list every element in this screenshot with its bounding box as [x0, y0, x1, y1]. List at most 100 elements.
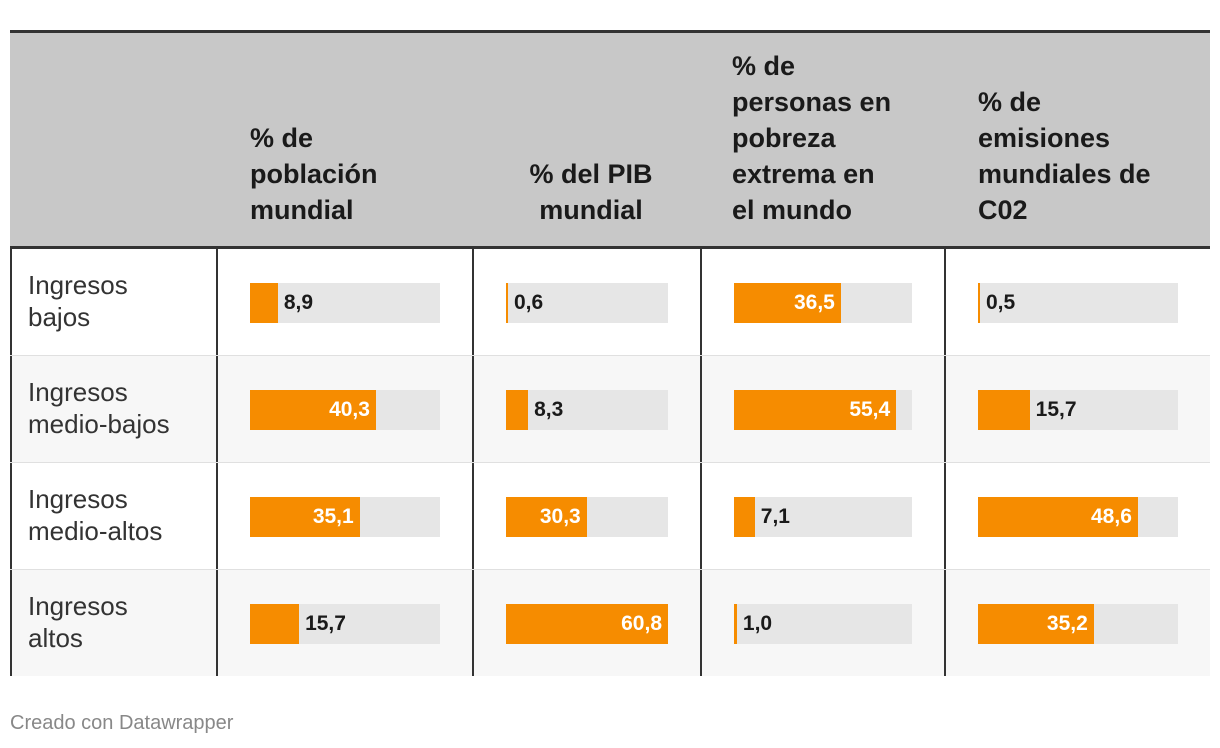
- bar-value-label: 35,2: [1046, 612, 1088, 635]
- bar: [734, 604, 737, 644]
- row-label-line: medio-altos: [28, 516, 163, 546]
- header-emisiones: % de emisiones mundiales de C02: [978, 84, 1198, 228]
- bar: [250, 497, 360, 537]
- bar: [734, 390, 897, 430]
- row-label-line: Ingresos: [28, 377, 128, 407]
- bar-track: 8,3: [506, 390, 668, 430]
- table-row: Ingresos bajos 8,9 0,6 36,5 0,5: [10, 249, 1210, 355]
- bar-value-label: 48,6: [1091, 505, 1132, 528]
- bar-value-label: 40,3: [329, 398, 370, 421]
- bar-track: 8,9: [250, 283, 440, 323]
- bar-value-label: 60,8: [621, 612, 662, 635]
- bar-value-label: 36,5: [793, 291, 835, 314]
- bar-value-label: 15,7: [305, 612, 346, 635]
- header-line: el mundo: [732, 195, 852, 225]
- bar-track: 35,2: [978, 604, 1178, 644]
- table-body: Ingresos bajos 8,9 0,6 36,5 0,5 Ingresos medio-…: [10, 249, 1210, 676]
- header-line: mundiales de: [978, 159, 1151, 189]
- column-divider: [216, 249, 218, 355]
- bar-track: 55,4: [734, 390, 912, 430]
- row-label-line: Ingresos: [28, 270, 128, 300]
- bar-track: 15,7: [250, 604, 440, 644]
- header-poblacion: % de población mundial: [250, 120, 450, 228]
- header-line: emisiones: [978, 123, 1111, 153]
- table-row: Ingresos medio-bajos 40,3 8,3 55,4 15,7: [10, 355, 1210, 462]
- comparison-table: % de población mundial % del PIB mundial % …: [10, 30, 1210, 676]
- bar-track: 0,5: [978, 283, 1178, 323]
- row-label-line: medio-bajos: [28, 409, 170, 439]
- column-divider: [216, 463, 218, 569]
- header-pib: % del PIB mundial: [506, 156, 676, 228]
- row-label: Ingresos bajos: [28, 269, 208, 333]
- header-line: pobreza: [732, 123, 836, 153]
- column-divider: [944, 463, 946, 569]
- bar: [250, 604, 300, 644]
- bar-track: 0,6: [506, 283, 668, 323]
- table-top-rule: [10, 30, 1210, 33]
- bar-value-label: 0,6: [514, 291, 544, 314]
- column-divider: [944, 356, 946, 462]
- table-header: % de población mundial % del PIB mundial % …: [10, 33, 1210, 249]
- bar-track: 7,1: [734, 497, 912, 537]
- column-divider: [10, 249, 12, 355]
- column-divider: [472, 249, 474, 355]
- bar-value-label: 35,1: [312, 505, 354, 528]
- header-line: C02: [978, 195, 1028, 225]
- bar-value-label: 55,4: [849, 398, 891, 421]
- column-divider: [472, 356, 474, 462]
- bar: [978, 390, 1030, 430]
- column-divider: [700, 463, 702, 569]
- bar-track: 48,6: [978, 497, 1178, 537]
- bar-value-label: 30,3: [539, 505, 581, 528]
- table-row: Ingresos medio-altos 35,1 30,3 7,1 48,6: [10, 462, 1210, 569]
- column-divider: [944, 249, 946, 355]
- column-divider: [700, 570, 702, 676]
- row-label-line: Ingresos: [28, 484, 128, 514]
- column-divider: [700, 356, 702, 462]
- table-row: Ingresos altos 15,7 60,8 1,0 35,2: [10, 569, 1210, 676]
- row-label: Ingresos altos: [28, 590, 208, 654]
- column-divider: [216, 570, 218, 676]
- header-line: % del PIB: [529, 159, 653, 189]
- header-line: extrema en: [732, 159, 875, 189]
- bar-track: 36,5: [734, 283, 912, 323]
- row-label-line: Ingresos: [28, 591, 128, 621]
- row-label-line: bajos: [28, 302, 91, 332]
- column-divider: [472, 463, 474, 569]
- bar: [250, 390, 376, 430]
- bar-value-label: 8,9: [283, 291, 314, 314]
- column-divider: [216, 356, 218, 462]
- bar-value-label: 8,3: [534, 398, 564, 421]
- row-label: Ingresos medio-bajos: [28, 376, 208, 440]
- bar: [506, 390, 529, 430]
- bar-track: 40,3: [250, 390, 440, 430]
- column-divider: [10, 570, 12, 676]
- bar-value-label: 7,1: [760, 505, 790, 528]
- bar-track: 60,8: [506, 604, 668, 644]
- header-pobreza: % de personas en pobreza extrema en el mundo: [732, 48, 932, 228]
- bar: [734, 283, 841, 323]
- bar-track: 15,7: [978, 390, 1178, 430]
- bar-track: 35,1: [250, 497, 440, 537]
- header-line: mundial: [539, 195, 643, 225]
- bar: [978, 497, 1138, 537]
- header-line: personas en: [732, 87, 892, 117]
- column-divider: [944, 570, 946, 676]
- header-line: población: [250, 159, 378, 189]
- column-divider: [472, 570, 474, 676]
- header-line: % de: [732, 51, 796, 81]
- column-divider: [10, 356, 12, 462]
- row-label-line: altos: [28, 623, 83, 653]
- bar: [506, 283, 508, 323]
- bar-track: 30,3: [506, 497, 668, 537]
- bar-track: 1,0: [734, 604, 912, 644]
- header-line: mundial: [250, 195, 354, 225]
- bar: [250, 283, 278, 323]
- bar: [978, 604, 1094, 644]
- footer-credit[interactable]: Creado con Datawrapper: [10, 712, 234, 734]
- bar-value-label: 0,5: [986, 291, 1016, 314]
- row-label: Ingresos medio-altos: [28, 483, 208, 547]
- bar: [506, 604, 668, 644]
- bar: [506, 497, 587, 537]
- header-line: % de: [250, 123, 314, 153]
